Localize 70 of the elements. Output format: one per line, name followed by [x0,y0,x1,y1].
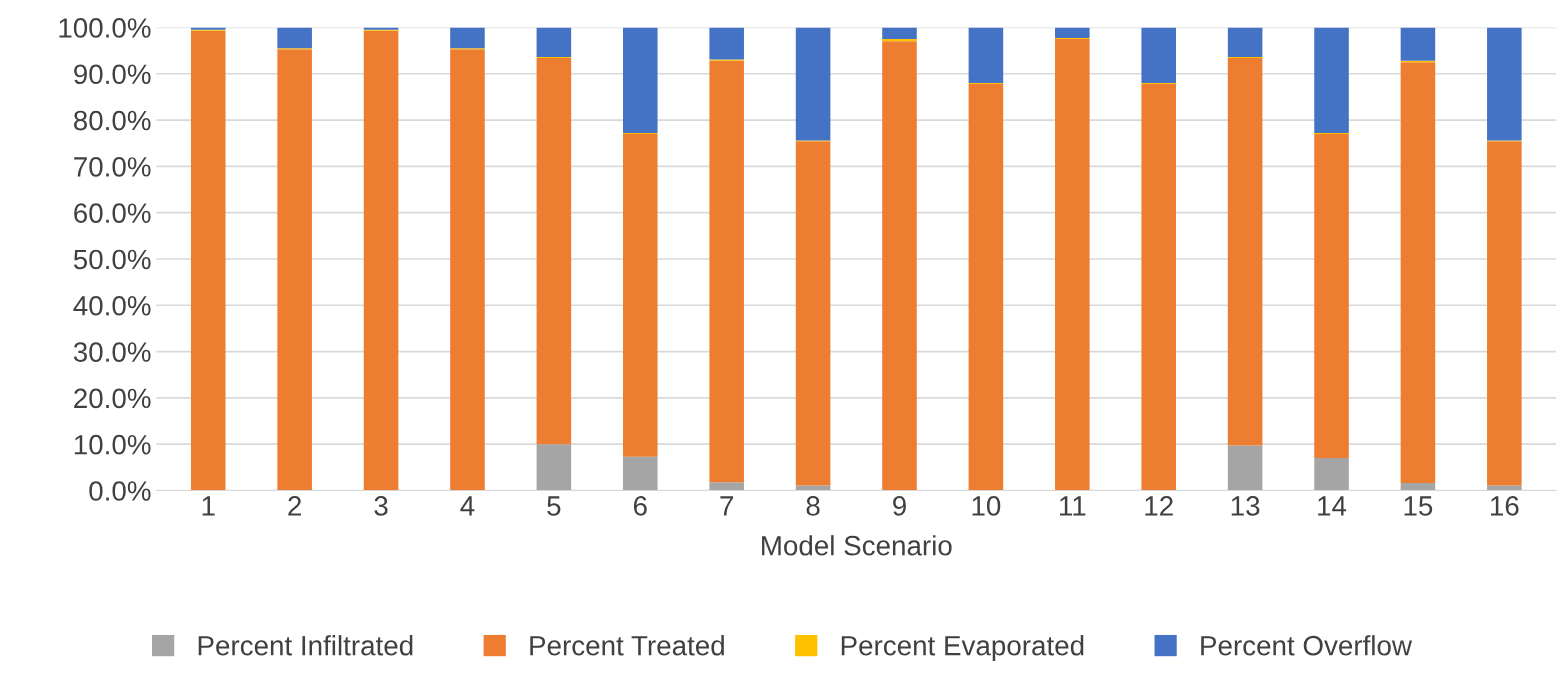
bar [277,49,312,491]
bar [1400,27,1436,61]
bar [622,456,658,491]
bar [1487,141,1522,486]
x-tick-label: 15 [1404,496,1433,516]
y-tick-label: 60.0% [74,203,151,223]
bar [795,27,831,141]
bar [968,83,1004,491]
y-tick-label: 10.0% [74,434,151,455]
bar [450,27,485,49]
y-tick-label: 40.0% [73,295,151,316]
bar [277,27,312,49]
bar [1141,83,1176,491]
legend-label: Percent Evaporated [841,635,1084,661]
y-tick-label: 100.0% [59,18,151,38]
legend-label: Percent Overflow [1201,635,1413,656]
bar [882,41,917,491]
bar [1227,445,1263,491]
bar [1314,27,1349,134]
bar [190,30,226,491]
bar [1227,58,1263,446]
y-tick-label: 80.0% [73,110,151,131]
y-tick-label: 90.0% [74,64,151,85]
x-tick-label: 14 [1318,496,1347,516]
x-axis-title: Model Scenario [762,535,952,556]
bar [536,58,572,445]
x-tick-label: 5 [547,496,561,516]
x-tick-label: 13 [1231,496,1260,516]
bar [1487,485,1522,491]
y-tick-label: 30.0% [73,342,151,362]
bar [622,133,658,457]
y-tick-label: 50.0% [73,249,151,270]
bar [1400,62,1436,484]
x-tick-label: 12 [1145,496,1173,516]
legend-label: Percent Treated [530,635,724,656]
bar [622,27,658,134]
x-tick-label: 7 [720,496,734,516]
x-tick-label: 3 [374,496,388,516]
bar [709,27,744,60]
bar [709,60,744,483]
x-tick-label: 10 [972,496,1001,516]
bar [1055,39,1090,491]
bar [363,30,399,491]
y-tick-label: 0.0% [89,481,151,501]
bar [1314,133,1349,459]
x-tick-label: 4 [460,496,475,516]
bar [968,27,1004,84]
bar [450,49,485,491]
bar [795,485,831,491]
y-tick-label: 20.0% [74,388,151,409]
bar [882,27,917,40]
x-tick-label: 11 [1060,496,1086,516]
x-tick-label: 6 [633,496,647,516]
bar [1314,458,1349,491]
bar [1055,27,1090,39]
legend-label: Percent Infiltrated [198,635,413,656]
bar [536,444,572,491]
bar [536,27,572,58]
bar [709,482,744,491]
x-tick-label: 1 [202,496,215,516]
x-tick-label: 2 [288,496,301,516]
x-tick-label: 8 [806,496,820,516]
bar [1487,27,1522,141]
bar [795,141,831,486]
y-tick-label: 70.0% [74,157,151,177]
x-tick-label: 9 [893,496,906,516]
bar [1227,27,1263,58]
x-tick-label: 16 [1491,496,1519,516]
bar [1141,27,1176,84]
bar [1400,483,1436,491]
